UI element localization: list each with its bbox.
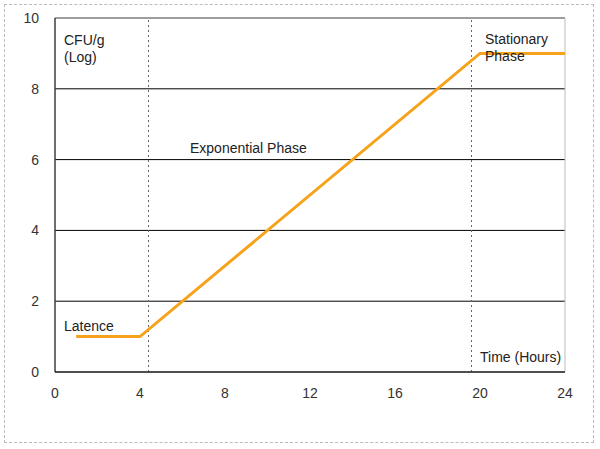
svg-text:4: 4 — [31, 222, 39, 238]
svg-text:10: 10 — [23, 10, 39, 26]
svg-text:6: 6 — [31, 152, 39, 168]
svg-text:0: 0 — [51, 385, 59, 401]
html-text:Latence: Latence — [64, 318, 114, 334]
svg-text:24: 24 — [557, 385, 573, 401]
html-text:CFU/g (Log): CFU/g (Log) — [64, 32, 105, 65]
svg-text:8: 8 — [221, 385, 229, 401]
svg-text:2: 2 — [31, 293, 39, 309]
svg-text:0: 0 — [31, 364, 39, 380]
html-text:Stationary Phase: Stationary Phase — [485, 31, 548, 64]
svg-text:20: 20 — [472, 385, 488, 401]
svg-text:12: 12 — [302, 385, 318, 401]
svg-text:4: 4 — [136, 385, 144, 401]
html-text:Exponential Phase: Exponential Phase — [190, 140, 307, 156]
html-text:Time (Hours): Time (Hours) — [480, 349, 562, 365]
svg-text:8: 8 — [31, 81, 39, 97]
svg-text:16: 16 — [387, 385, 403, 401]
